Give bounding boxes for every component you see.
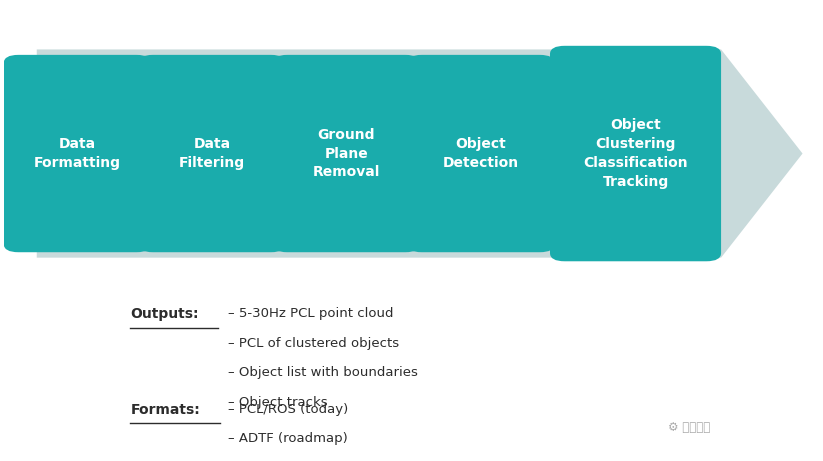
Text: Formats:: Formats:: [130, 402, 200, 416]
Text: Object
Clustering
Classification
Tracking: Object Clustering Classification Trackin…: [584, 118, 688, 189]
FancyBboxPatch shape: [138, 55, 286, 252]
FancyBboxPatch shape: [407, 55, 555, 252]
Text: ⚙ 模拟世界: ⚙ 模拟世界: [668, 421, 710, 434]
Text: Data
Formatting: Data Formatting: [34, 137, 121, 170]
FancyBboxPatch shape: [4, 55, 151, 252]
Text: Object
Detection: Object Detection: [443, 137, 518, 170]
Text: – 5-30Hz PCL point cloud: – 5-30Hz PCL point cloud: [228, 307, 393, 320]
Text: – PCL of clustered objects: – PCL of clustered objects: [228, 337, 399, 350]
FancyBboxPatch shape: [550, 46, 721, 261]
Text: – ADTF (roadmap): – ADTF (roadmap): [228, 432, 348, 445]
Text: – PCL/ROS (today): – PCL/ROS (today): [228, 402, 348, 415]
Text: – Object list with boundaries: – Object list with boundaries: [228, 366, 418, 379]
FancyBboxPatch shape: [272, 55, 420, 252]
Text: – Object tracks: – Object tracks: [228, 396, 328, 409]
Text: Ground
Plane
Removal: Ground Plane Removal: [313, 128, 380, 179]
Text: Outputs:: Outputs:: [130, 307, 199, 321]
Polygon shape: [37, 49, 802, 258]
Text: Data
Filtering: Data Filtering: [179, 137, 245, 170]
